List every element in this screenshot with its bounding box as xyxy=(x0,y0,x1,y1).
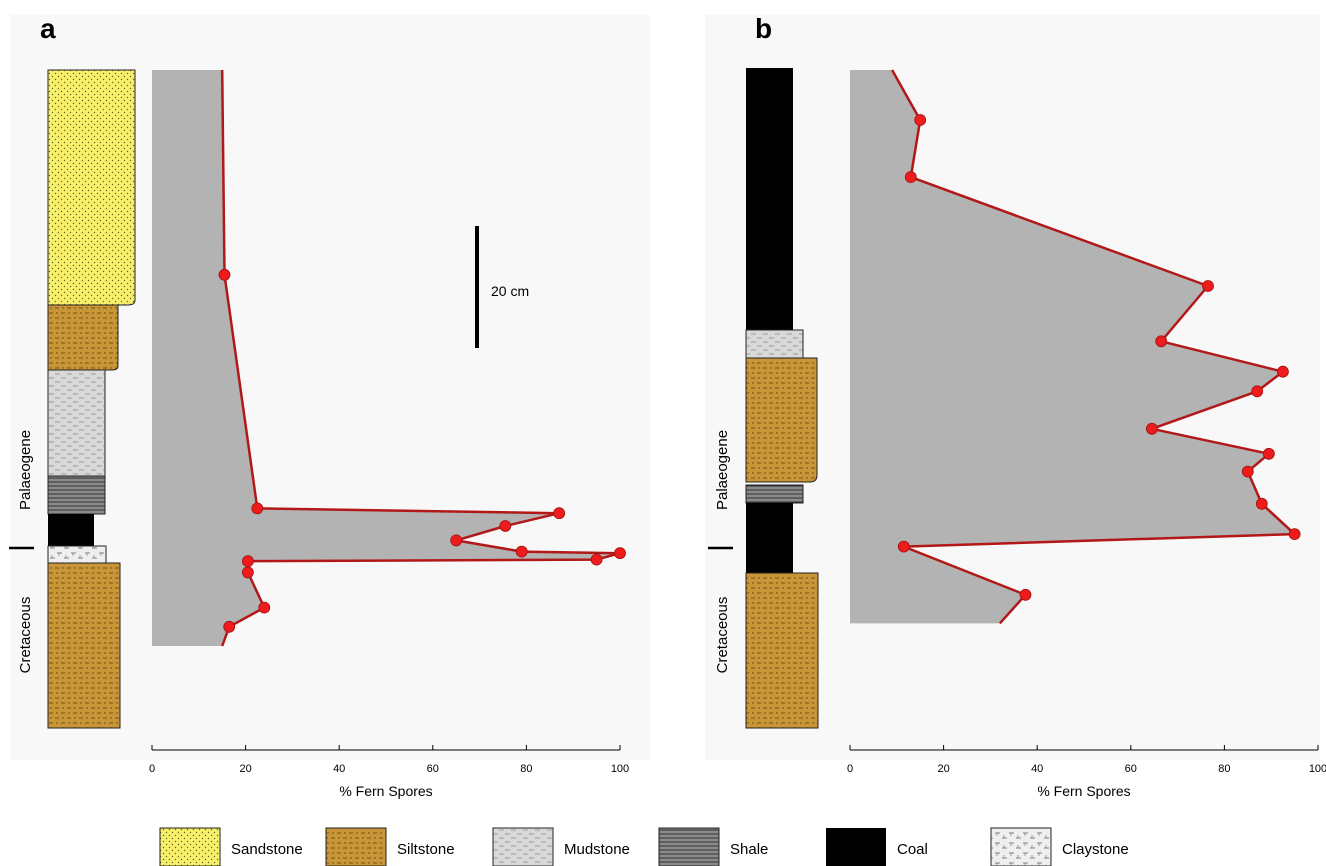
data-point-a-10 xyxy=(241,566,254,579)
data-point-b-7 xyxy=(1146,422,1158,435)
x-tick-label-a-100: 100 xyxy=(611,763,629,775)
data-point-b-11 xyxy=(1288,528,1301,540)
data-point-b-13 xyxy=(1019,588,1032,601)
data-point-b-8 xyxy=(1263,447,1275,460)
legend-swatch-claystone xyxy=(990,827,1052,866)
lith-a-claystone xyxy=(47,545,107,564)
panel-a-chart: 0 20 40 60 80 100 % Fern Spores xyxy=(149,69,629,799)
panel-b-markers xyxy=(897,114,1301,601)
panel-b-x-axis-title: % Fern Spores xyxy=(1037,783,1130,799)
x-tick-label-a-40: 40 xyxy=(333,763,345,775)
x-tick-label-b-100: 100 xyxy=(1309,763,1326,775)
panel-a-lithology-column xyxy=(47,69,136,729)
legend-label-claystone: Claystone xyxy=(1062,841,1129,858)
panel-b-era-lower: Cretaceous xyxy=(714,597,731,674)
data-point-a-2 xyxy=(251,502,264,515)
data-point-a-7 xyxy=(614,547,626,560)
data-point-b-2 xyxy=(904,171,917,184)
data-point-b-6 xyxy=(1251,385,1264,398)
lith-b-shale xyxy=(745,484,804,504)
data-point-a-11 xyxy=(258,601,271,614)
data-point-b-3 xyxy=(1202,280,1214,292)
legend-swatch-mudstone xyxy=(492,827,554,866)
panel-a-x-axis-title: % Fern Spores xyxy=(339,783,432,799)
panel-a-x-ticks: 0 20 40 60 80 100 xyxy=(149,745,629,775)
panel-b-chart: 0 20 40 60 80 100 % Fern Spores xyxy=(847,69,1326,799)
x-tick-label-b-60: 60 xyxy=(1125,763,1137,775)
x-tick-label-b-20: 20 xyxy=(937,763,949,775)
panel-b-lithology-column xyxy=(745,68,819,729)
legend-label-coal: Coal xyxy=(897,841,928,858)
data-point-a-8 xyxy=(590,553,603,566)
legend-label-sandstone: Sandstone xyxy=(231,841,303,858)
legend-swatch-coal xyxy=(826,828,886,866)
data-point-a-9 xyxy=(241,555,254,568)
data-point-b-9 xyxy=(1241,465,1254,478)
legend: Sandstone Siltstone Mudstone Shale Coal … xyxy=(159,827,1129,866)
x-tick-label-b-40: 40 xyxy=(1031,763,1043,775)
panel-a-label: a xyxy=(40,13,56,44)
x-tick-label-b-0: 0 xyxy=(847,763,853,775)
legend-label-mudstone: Mudstone xyxy=(564,841,630,858)
panel-a-markers xyxy=(218,268,626,633)
lith-a-siltstone-lower xyxy=(47,562,121,729)
legend-label-shale: Shale xyxy=(730,841,768,858)
legend-swatch-sandstone xyxy=(159,827,221,866)
data-point-b-12 xyxy=(897,540,910,553)
lith-a-shale xyxy=(47,475,106,515)
data-point-a-1 xyxy=(218,268,231,281)
legend-swatch-siltstone xyxy=(325,827,387,866)
x-tick-label-a-20: 20 xyxy=(239,763,251,775)
panel-b-x-ticks: 0 20 40 60 80 100 xyxy=(847,745,1326,775)
panel-a-series-line xyxy=(220,69,622,647)
scale-bar-label: 20 cm xyxy=(491,283,529,299)
x-tick-label-b-80: 80 xyxy=(1218,763,1230,775)
legend-swatch-shale xyxy=(658,827,720,866)
legend-label-siltstone: Siltstone xyxy=(397,841,455,858)
data-point-b-10 xyxy=(1255,497,1268,510)
lith-b-mudstone xyxy=(745,329,804,359)
lith-b-siltstone-upper xyxy=(745,357,818,483)
data-point-b-4 xyxy=(1155,335,1168,348)
panel-a-area-fill xyxy=(152,70,620,646)
lith-a-coal xyxy=(48,514,94,546)
panel-b-label: b xyxy=(755,13,772,44)
lith-a-sandstone xyxy=(47,69,136,306)
data-point-a-6 xyxy=(515,545,528,558)
data-point-a-5 xyxy=(450,534,463,547)
lith-b-coal-lower xyxy=(746,503,793,573)
panel-a-era-lower: Cretaceous xyxy=(17,597,34,674)
data-point-a-4 xyxy=(499,520,512,532)
lith-b-coal-upper xyxy=(746,68,793,330)
x-tick-label-a-80: 80 xyxy=(520,763,532,775)
lith-a-mudstone xyxy=(47,369,106,477)
data-point-b-5 xyxy=(1277,365,1289,378)
lith-b-siltstone-lower xyxy=(745,572,819,729)
panel-a-era-upper: Palaeogene xyxy=(17,430,34,510)
x-tick-label-a-0: 0 xyxy=(149,763,155,775)
x-tick-label-a-60: 60 xyxy=(427,763,439,775)
data-point-b-1 xyxy=(914,114,927,126)
panel-b-era-upper: Palaeogene xyxy=(714,430,731,510)
lith-a-siltstone-upper xyxy=(47,304,119,371)
data-point-a-3 xyxy=(553,507,566,520)
panel-b-area-fill xyxy=(850,70,1295,624)
data-point-a-12 xyxy=(223,620,236,633)
